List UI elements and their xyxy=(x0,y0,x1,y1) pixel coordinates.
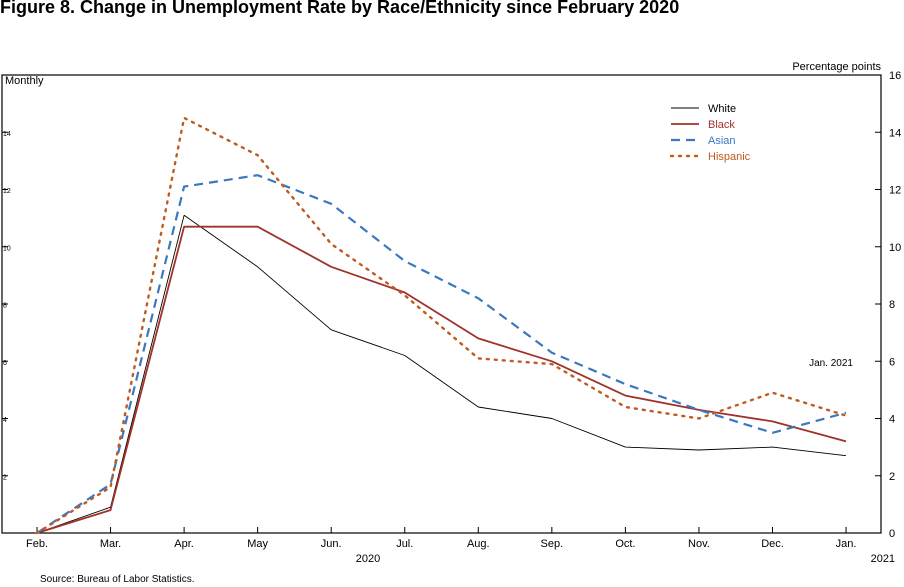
data-point-asian-dec xyxy=(770,431,774,435)
x-tick-label-aug: Aug. xyxy=(467,538,490,550)
data-point-white-may xyxy=(255,265,259,269)
x-tick-label-apr: Apr. xyxy=(174,538,194,550)
right-tick-label-6: 6 xyxy=(889,356,895,368)
right-tick-label-16: 16 xyxy=(889,70,901,82)
year-label-2020: 2020 xyxy=(356,553,380,565)
series-line-black xyxy=(36,225,847,534)
series-white xyxy=(36,213,848,534)
y-axis-label: Percentage points xyxy=(792,61,881,73)
right-tick-label-10: 10 xyxy=(889,242,901,254)
data-point-hispanic-oct xyxy=(623,405,627,409)
data-point-black-apr xyxy=(182,225,186,229)
data-point-black-may xyxy=(255,225,259,229)
data-point-hispanic-nov xyxy=(697,416,701,420)
right-tick-label-12: 12 xyxy=(889,185,901,197)
x-tick-label-feb: Feb. xyxy=(26,538,48,550)
legend-label-black: Black xyxy=(708,119,735,131)
data-point-asian-apr xyxy=(182,184,186,188)
left-tick-label-6: 6 xyxy=(3,360,7,367)
x-tick-label-jul: Jul. xyxy=(396,538,413,550)
data-point-hispanic-feb xyxy=(35,531,39,535)
x-tick-label-may: May xyxy=(247,538,268,550)
data-point-hispanic-aug xyxy=(476,356,480,360)
legend: White Black Asian Hispanic xyxy=(669,103,751,163)
series-black xyxy=(36,225,848,534)
data-point-asian-aug xyxy=(476,296,480,300)
data-point-black-aug xyxy=(476,336,480,340)
left-tick-label-8: 8 xyxy=(3,303,7,310)
data-point-black-oct xyxy=(623,393,627,397)
axis-ticks: 0 2 4 6 8 10 12 14 16 2 4 6 8 10 12 14 Feb. Mar. Apr. May Ju… xyxy=(2,70,901,565)
right-tick-label-14: 14 xyxy=(889,127,901,139)
x-tick-label-sep: Sep. xyxy=(541,538,564,550)
left-tick-label-2: 2 xyxy=(3,474,7,481)
series-line-hispanic xyxy=(35,116,848,535)
x-tick-label-jun: Jun. xyxy=(321,538,342,550)
plot-frame xyxy=(1,74,882,534)
data-point-black-dec xyxy=(770,419,774,423)
series-line-asian xyxy=(36,174,847,534)
data-point-hispanic-mar xyxy=(108,485,112,489)
year-label-2021: 2021 xyxy=(871,553,895,565)
right-tick-label-4: 4 xyxy=(889,414,895,426)
data-point-black-mar xyxy=(108,508,112,512)
series-line-white xyxy=(36,214,847,534)
data-point-hispanic-dec xyxy=(770,391,774,395)
x-tick-label-jan: Jan. xyxy=(836,538,857,550)
data-point-white-dec xyxy=(770,445,774,449)
data-point-asian-jul xyxy=(403,259,407,263)
data-point-white-jul xyxy=(403,353,407,357)
data-point-white-jun xyxy=(329,328,333,332)
jan-2021-annotation: Jan. 2021 xyxy=(809,358,853,369)
left-tick-label-14: 14 xyxy=(3,131,11,138)
data-point-white-jan xyxy=(844,454,848,458)
left-tick-label-10: 10 xyxy=(3,245,11,252)
data-point-asian-may xyxy=(255,173,259,177)
data-point-hispanic-may xyxy=(255,153,259,157)
source-note: Source: Bureau of Labor Statistics. xyxy=(40,574,195,582)
data-point-hispanic-jul xyxy=(403,293,407,297)
series-group xyxy=(35,116,848,535)
data-point-asian-oct xyxy=(623,382,627,386)
data-point-asian-jun xyxy=(329,202,333,206)
x-tick-label-nov: Nov. xyxy=(688,538,710,550)
legend-label-white: White xyxy=(708,103,736,115)
x-tick-label-mar: Mar. xyxy=(100,538,121,550)
left-tick-label-12: 12 xyxy=(3,188,11,195)
data-point-white-aug xyxy=(476,405,480,409)
frequency-label: Monthly xyxy=(5,75,44,87)
right-tick-label-8: 8 xyxy=(889,299,895,311)
data-point-hispanic-jan xyxy=(844,413,848,417)
x-tick-label-dec: Dec. xyxy=(761,538,784,550)
data-point-hispanic-jun xyxy=(329,242,333,246)
data-point-white-nov xyxy=(697,448,701,452)
data-point-white-oct xyxy=(623,445,627,449)
series-hispanic xyxy=(35,116,848,535)
data-point-asian-nov xyxy=(697,408,701,412)
data-point-black-jan xyxy=(844,439,848,443)
data-point-black-jun xyxy=(329,265,333,269)
left-tick-label-4: 4 xyxy=(3,417,7,424)
data-point-white-apr xyxy=(182,213,186,217)
series-asian xyxy=(36,173,847,534)
data-point-white-sep xyxy=(550,416,554,420)
legend-label-hispanic: Hispanic xyxy=(708,151,751,163)
right-tick-label-0: 0 xyxy=(889,528,895,540)
x-tick-label-oct: Oct. xyxy=(615,538,635,550)
data-point-asian-sep xyxy=(550,350,554,354)
legend-label-asian: Asian xyxy=(708,135,736,147)
right-tick-label-2: 2 xyxy=(889,471,895,483)
data-point-hispanic-sep xyxy=(550,362,554,366)
chart-title: Figure 8. Change in Unemployment Rate by… xyxy=(0,0,679,17)
data-point-hispanic-apr xyxy=(182,116,186,120)
